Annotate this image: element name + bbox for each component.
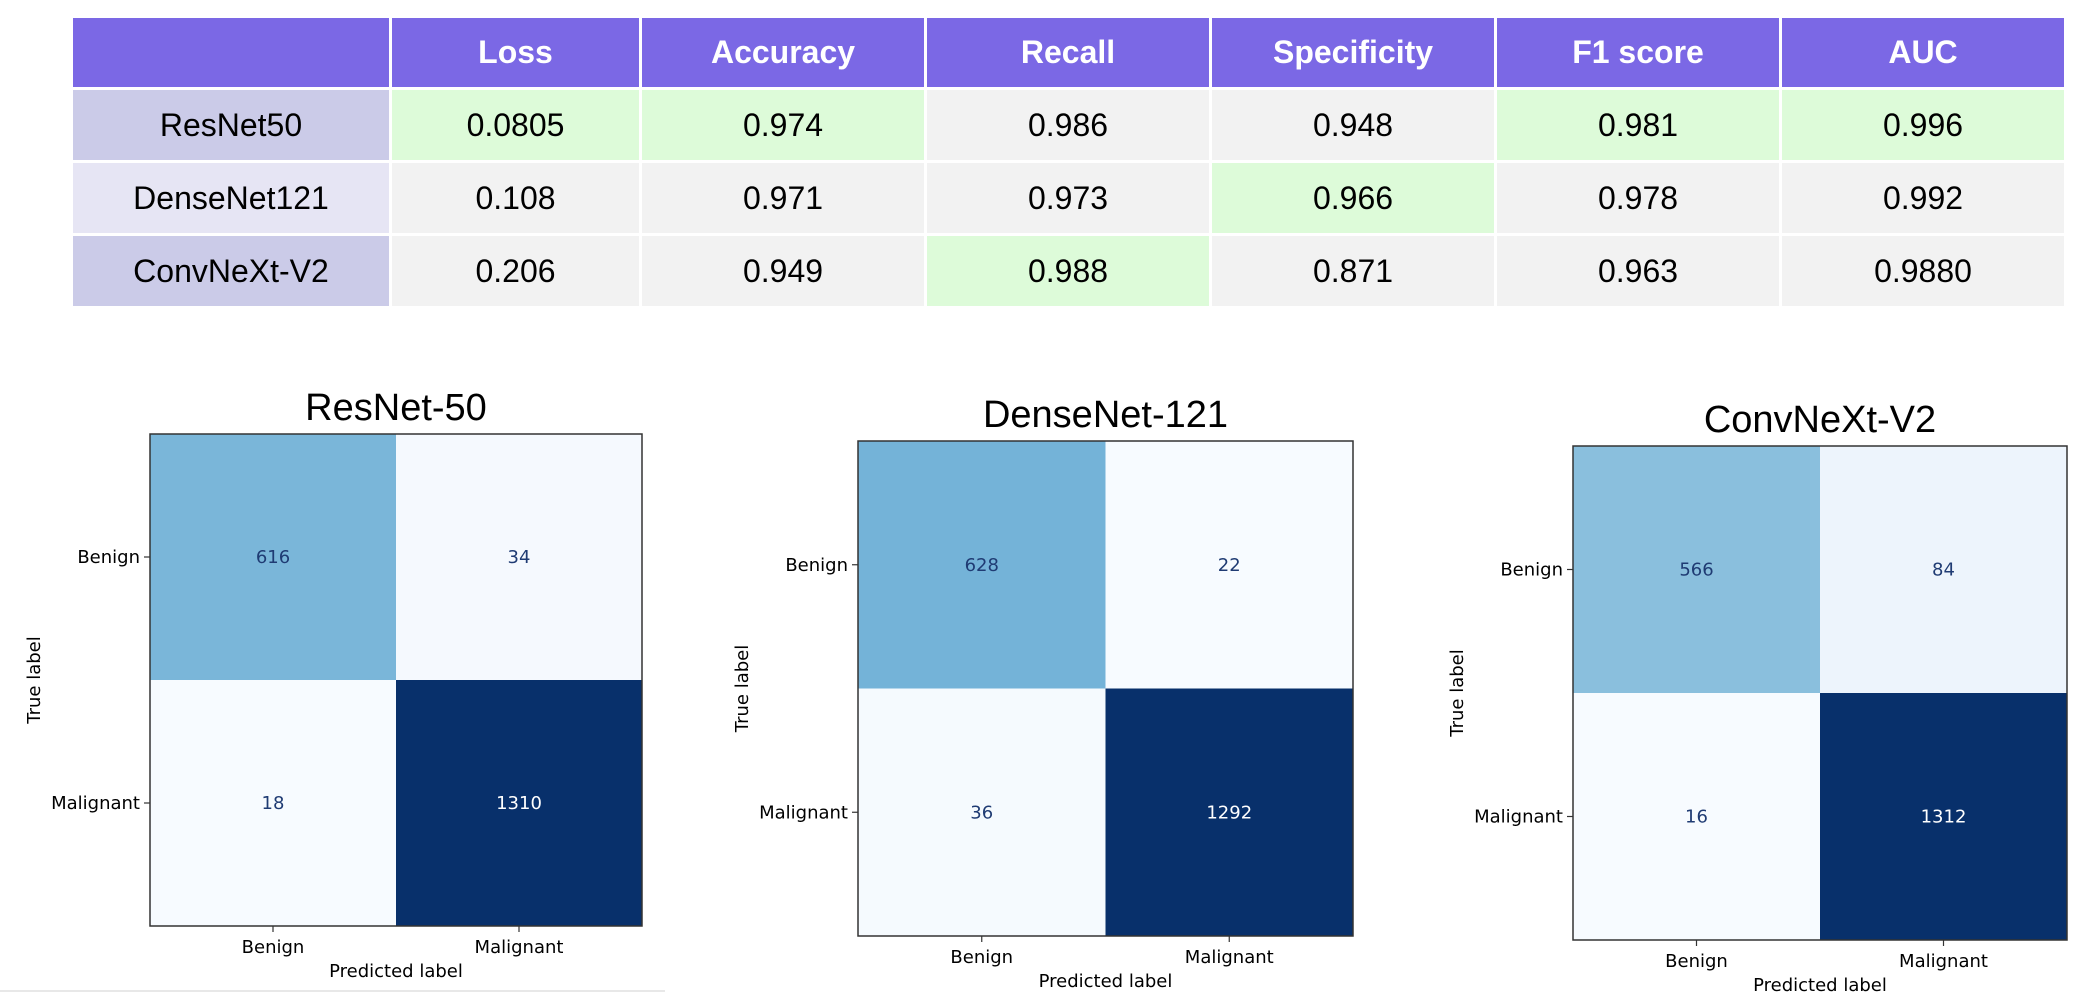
y-tick-label: Malignant xyxy=(1474,807,1563,828)
header-cell: Recall xyxy=(924,15,1212,90)
cell-value-label: 18 xyxy=(262,793,285,814)
metric-cell: 0.996 xyxy=(1779,87,2067,163)
metric-cell: 0.9880 xyxy=(1779,233,2067,309)
cell-value-label: 1310 xyxy=(496,793,542,814)
x-tick-label: Malignant xyxy=(1899,951,1988,972)
metric-cell: 0.108 xyxy=(389,160,642,236)
metric-cell: 0.963 xyxy=(1494,233,1782,309)
metric-cell: 0.0805 xyxy=(389,87,642,163)
plot-frame xyxy=(857,440,1354,937)
cell-value-label: 1292 xyxy=(1206,802,1252,823)
matrix-cell xyxy=(150,434,396,680)
matrix-cell xyxy=(396,680,642,926)
matrix-cell xyxy=(1573,693,1820,940)
metric-cell: 0.206 xyxy=(389,233,642,309)
cell-value-label: 16 xyxy=(1685,807,1708,828)
matrix-cell xyxy=(396,434,642,680)
x-axis-label: Predicted label xyxy=(1039,971,1173,992)
x-tick-label: Benign xyxy=(950,947,1013,968)
table-row: DenseNet121 0.108 0.971 0.973 0.966 0.97… xyxy=(70,160,2067,236)
metric-cell: 0.966 xyxy=(1209,160,1497,236)
y-tick-label: Malignant xyxy=(759,802,848,823)
metric-cell: 0.974 xyxy=(639,87,927,163)
cell-value-label: 36 xyxy=(970,802,993,823)
metrics-table: Loss Accuracy Recall Specificity F1 scor… xyxy=(70,15,2067,309)
x-axis-label: Predicted label xyxy=(329,961,463,982)
matrix-cell xyxy=(1820,446,2067,693)
metric-cell: 0.948 xyxy=(1209,87,1497,163)
y-axis-label: True label xyxy=(24,636,45,725)
header-cell: F1 score xyxy=(1494,15,1782,90)
matrix-cell xyxy=(1820,693,2067,940)
y-tick-label: Benign xyxy=(1500,560,1563,581)
confusion-matrix-convnext-v2: ConvNeXt-V2 566 84 16 1312 Benign Malignant Ben… xyxy=(1447,399,2068,996)
chart-title: ResNet-50 xyxy=(305,387,487,429)
header-cell: Loss xyxy=(389,15,642,90)
matrix-cell xyxy=(1105,441,1353,689)
divider xyxy=(0,990,665,992)
cell-value-label: 84 xyxy=(1932,560,1955,581)
cell-value-label: 628 xyxy=(965,555,999,576)
metric-cell: 0.986 xyxy=(924,87,1212,163)
cell-value-label: 1312 xyxy=(1921,807,1967,828)
metric-cell: 0.949 xyxy=(639,233,927,309)
matrix-cell xyxy=(1105,688,1353,936)
y-axis-label: True label xyxy=(1447,649,1468,738)
metric-cell: 0.988 xyxy=(924,233,1212,309)
x-tick-label: Benign xyxy=(1665,951,1728,972)
x-tick-label: Malignant xyxy=(1185,947,1274,968)
y-tick-label: Malignant xyxy=(51,793,140,814)
confusion-matrix-densenet121: DenseNet-121 628 22 36 1292 Benign Malignant Be… xyxy=(732,394,1354,992)
matrix-cell xyxy=(1573,446,1820,693)
header-cell: Accuracy xyxy=(639,15,927,90)
matrix-cell xyxy=(150,680,396,926)
header-cell xyxy=(70,15,392,90)
header-cell: AUC xyxy=(1779,15,2067,90)
metric-cell: 0.971 xyxy=(639,160,927,236)
model-name-cell: ResNet50 xyxy=(70,87,392,163)
model-name-cell: ConvNeXt-V2 xyxy=(70,233,392,309)
cell-value-label: 616 xyxy=(256,547,290,568)
plot-frame xyxy=(149,433,643,927)
y-axis-label: True label xyxy=(732,645,753,734)
table-header-row: Loss Accuracy Recall Specificity F1 scor… xyxy=(70,15,2067,90)
cell-value-label: 22 xyxy=(1218,555,1241,576)
metric-cell: 0.981 xyxy=(1494,87,1782,163)
plot-frame xyxy=(1572,445,2068,941)
matrix-cell xyxy=(858,441,1106,689)
metric-cell: 0.871 xyxy=(1209,233,1497,309)
table-row: ResNet50 0.0805 0.974 0.986 0.948 0.981 … xyxy=(70,87,2067,163)
confusion-matrix-resnet50: ResNet-50 616 34 18 1310 Benign Malignant Benig… xyxy=(24,387,643,982)
chart-title: ConvNeXt-V2 xyxy=(1704,399,1936,441)
matrix-cell xyxy=(858,688,1106,936)
model-name-cell: DenseNet121 xyxy=(70,160,392,236)
table-row: ConvNeXt-V2 0.206 0.949 0.988 0.871 0.96… xyxy=(70,233,2067,309)
header-cell: Specificity xyxy=(1209,15,1497,90)
y-tick-label: Benign xyxy=(785,555,848,576)
x-tick-label: Malignant xyxy=(475,937,564,958)
chart-title: DenseNet-121 xyxy=(983,394,1228,436)
x-axis-label: Predicted label xyxy=(1753,975,1887,996)
metric-cell: 0.992 xyxy=(1779,160,2067,236)
x-tick-label: Benign xyxy=(242,937,305,958)
cell-value-label: 566 xyxy=(1679,560,1713,581)
metric-cell: 0.973 xyxy=(924,160,1212,236)
metric-cell: 0.978 xyxy=(1494,160,1782,236)
y-tick-label: Benign xyxy=(77,547,140,568)
cell-value-label: 34 xyxy=(508,547,531,568)
